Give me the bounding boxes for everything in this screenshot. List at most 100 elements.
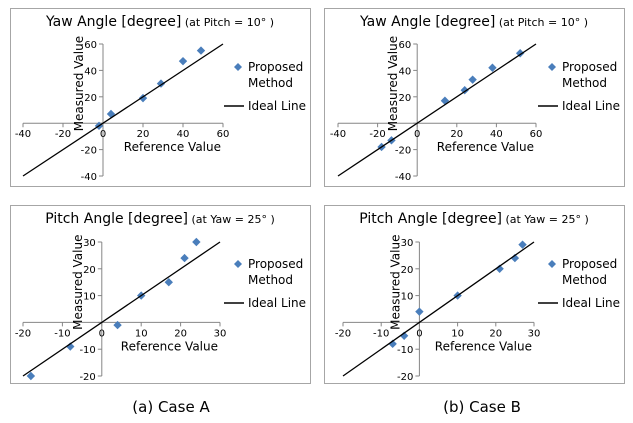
caption-case-b: (b) Case B — [443, 398, 521, 416]
y-tick-label: 40 — [84, 66, 97, 77]
y-axis-label: Measured Value — [388, 235, 402, 330]
data-point-diamond — [66, 342, 75, 351]
chart-title-sub: (at Pitch = 10° ) — [181, 16, 274, 29]
data-point-diamond — [113, 320, 122, 330]
chart-frame — [10, 205, 311, 384]
data-point-diamond — [106, 109, 116, 119]
y-tick-label: 30 — [401, 238, 414, 249]
x-tick-label: 10 — [451, 328, 464, 339]
data-point-diamond — [180, 253, 189, 263]
x-axis-label: Reference Value — [437, 140, 534, 154]
x-tick-label: 0 — [99, 328, 105, 339]
x-tick-label: 60 — [217, 129, 230, 140]
y-tick-label: -40 — [81, 172, 97, 183]
x-tick-label: 40 — [490, 129, 503, 140]
chart-title-sub: (at Pitch = 10° ) — [495, 16, 588, 29]
x-tick-label: 30 — [528, 328, 541, 339]
legend-label-line: Proposed — [562, 257, 617, 271]
legend-marker-diamond — [548, 260, 556, 268]
y-axis-label: Measured Value — [386, 36, 400, 131]
y-tick-label: 40 — [398, 66, 411, 77]
data-point-diamond — [468, 75, 477, 84]
chart-title-main: Pitch Angle [degree] — [45, 211, 188, 227]
chart-title: Pitch Angle [degree] (at Yaw = 25° ) — [45, 211, 275, 227]
data-point-diamond — [488, 63, 497, 72]
legend-label-ideal: Ideal Line — [248, 296, 306, 310]
y-tick-label: 30 — [83, 238, 96, 249]
x-tick-label: -20 — [335, 328, 351, 339]
legend-label-ideal: Ideal Line — [562, 296, 620, 310]
legend-label-line: Method — [562, 76, 607, 90]
legend-marker-diamond — [234, 63, 242, 71]
ideal-line — [22, 241, 221, 377]
chart-title-sub: (at Yaw = 25° ) — [502, 213, 589, 226]
y-tick-label: 20 — [401, 265, 414, 276]
y-tick-label: 20 — [83, 265, 96, 276]
y-tick-label: 10 — [401, 292, 414, 303]
data-point-diamond — [26, 371, 36, 381]
legend-label-proposed: Proposed Method — [248, 60, 303, 90]
y-tick-label: 60 — [398, 40, 411, 51]
data-point-diamond — [399, 331, 409, 340]
x-axis-label: Reference Value — [435, 339, 532, 353]
y-tick-label: 20 — [398, 93, 411, 104]
data-point-diamond — [388, 339, 397, 349]
x-tick-label: 20 — [450, 129, 463, 140]
y-tick-label: -20 — [81, 146, 97, 157]
chart-title: Yaw Angle [degree] (at Pitch = 10° ) — [45, 14, 274, 30]
y-tick-label: 20 — [84, 93, 97, 104]
x-tick-label: -10 — [373, 328, 389, 339]
y-tick-label: -20 — [79, 372, 95, 383]
legend-marker-diamond — [234, 260, 242, 268]
x-tick-label: 30 — [214, 328, 227, 339]
data-point-diamond — [138, 93, 148, 103]
chart-panel-1: Yaw Angle [degree] (at Pitch = 10° ) -40 -… — [10, 8, 311, 187]
x-tick-label: -40 — [15, 129, 31, 140]
data-point-diamond — [178, 56, 188, 66]
x-tick-label: -20 — [15, 328, 31, 339]
legend-label-proposed: Proposed Method — [562, 257, 617, 287]
y-tick-label: -10 — [79, 345, 95, 356]
x-tick-label: -10 — [54, 328, 70, 339]
chart-title-main: Yaw Angle [degree] — [359, 14, 495, 30]
chart-frame — [324, 8, 625, 187]
legend-label-line: Method — [248, 273, 293, 287]
x-tick-label: 20 — [489, 328, 502, 339]
x-tick-label: 0 — [416, 328, 422, 339]
x-tick-label: 20 — [174, 328, 187, 339]
x-tick-label: 10 — [135, 328, 148, 339]
y-axis-label: Measured Value — [72, 36, 86, 131]
chart-title-main: Pitch Angle [degree] — [359, 211, 502, 227]
legend-label-line: Method — [248, 76, 293, 90]
chart-title: Yaw Angle [degree] (at Pitch = 10° ) — [359, 14, 588, 30]
legend-label-ideal: Ideal Line — [562, 99, 620, 113]
chart-title-sub: (at Yaw = 25° ) — [188, 213, 275, 226]
data-point-diamond — [510, 253, 520, 263]
data-point-diamond — [196, 46, 206, 55]
ideal-line — [22, 43, 224, 177]
x-tick-label: -20 — [55, 129, 71, 140]
y-tick-label: -40 — [395, 172, 411, 183]
x-axis-label: Reference Value — [121, 339, 218, 353]
legend-label-line: Method — [562, 273, 607, 287]
legend-label-line: Proposed — [248, 257, 303, 271]
y-tick-label: 10 — [83, 292, 96, 303]
y-tick-label: -20 — [395, 146, 411, 157]
x-tick-label: 0 — [100, 129, 106, 140]
x-tick-label: -40 — [330, 129, 346, 140]
ideal-line — [337, 43, 537, 177]
ideal-line — [342, 241, 535, 377]
data-point-diamond — [495, 264, 504, 273]
legend-marker-diamond — [548, 63, 556, 71]
chart-panel-3: Pitch Angle [degree] (at Yaw = 25° ) -20 -… — [10, 205, 311, 384]
data-point-diamond — [518, 240, 527, 249]
x-tick-label: 0 — [414, 129, 420, 140]
y-tick-label: -10 — [397, 345, 413, 356]
data-point-diamond — [415, 307, 424, 316]
data-point-diamond — [192, 237, 201, 247]
legend-label-proposed: Proposed Method — [562, 60, 617, 90]
x-tick-label: 20 — [137, 129, 150, 140]
y-axis-label: Measured Value — [71, 235, 85, 330]
legend-label-proposed: Proposed Method — [248, 257, 303, 287]
chart-panel-2: Yaw Angle [degree] (at Pitch = 10° ) -40 -… — [324, 8, 625, 187]
